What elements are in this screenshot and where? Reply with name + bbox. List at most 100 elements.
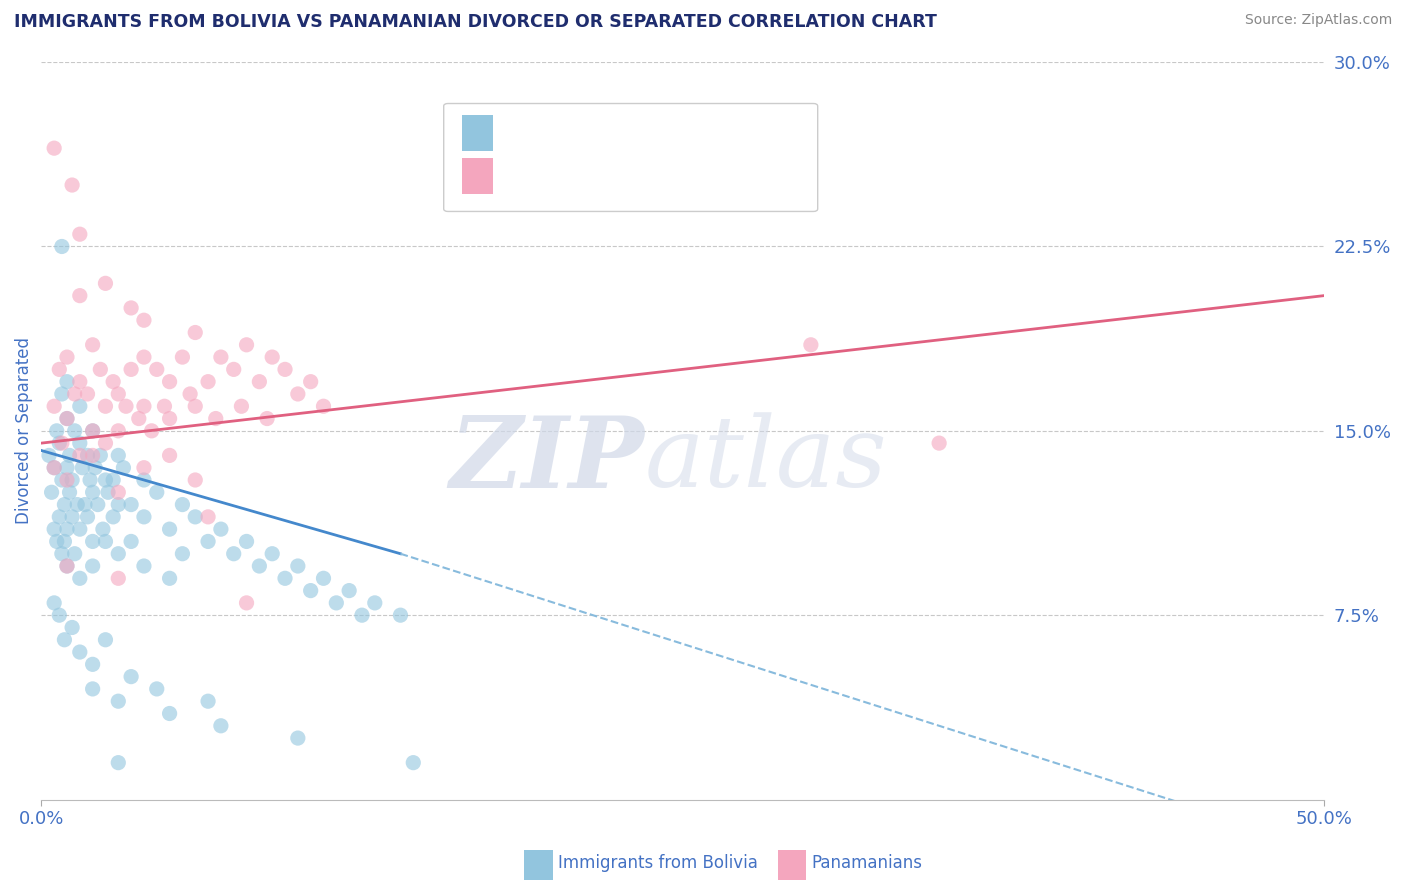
Point — [66, 498, 89, 512]
Point — [53, 498, 76, 512]
Point — [132, 559, 155, 574]
Point — [82, 485, 104, 500]
Point — [51, 239, 73, 253]
Point — [107, 424, 129, 438]
Point — [56, 473, 79, 487]
Point — [159, 706, 181, 721]
Y-axis label: Divorced or Separated: Divorced or Separated — [15, 337, 32, 524]
Point — [274, 362, 297, 376]
Point — [172, 547, 194, 561]
Point — [209, 350, 232, 364]
Point — [120, 498, 142, 512]
Point — [60, 178, 83, 192]
Point — [69, 449, 91, 463]
Point — [107, 485, 129, 500]
Point — [235, 534, 257, 549]
Point — [51, 473, 73, 487]
Point — [56, 559, 79, 574]
Point — [72, 460, 94, 475]
Point — [115, 399, 138, 413]
Point — [53, 632, 76, 647]
Point — [141, 424, 163, 438]
Point — [97, 485, 120, 500]
Point — [44, 460, 66, 475]
Point — [107, 449, 129, 463]
Point — [132, 313, 155, 327]
Point — [209, 522, 232, 536]
Point — [184, 326, 207, 340]
Point — [82, 681, 104, 696]
Point — [120, 670, 142, 684]
Point — [94, 277, 117, 291]
Point — [132, 509, 155, 524]
Point — [89, 449, 111, 463]
Point — [402, 756, 425, 770]
Point — [60, 473, 83, 487]
Point — [350, 608, 373, 623]
Point — [197, 694, 219, 708]
Point — [112, 460, 135, 475]
Point — [69, 571, 91, 585]
Point — [107, 498, 129, 512]
Point — [82, 449, 104, 463]
Point — [51, 436, 73, 450]
Point — [60, 620, 83, 634]
Point — [101, 509, 124, 524]
Point — [197, 534, 219, 549]
Point — [91, 522, 114, 536]
Point — [45, 424, 67, 438]
Point — [69, 645, 91, 659]
Point — [172, 350, 194, 364]
Point — [51, 387, 73, 401]
Point — [107, 547, 129, 561]
Point — [287, 731, 309, 745]
Point — [247, 375, 270, 389]
Point — [235, 338, 257, 352]
Point — [69, 436, 91, 450]
Point — [76, 449, 98, 463]
Point — [172, 498, 194, 512]
Point — [101, 375, 124, 389]
Point — [247, 559, 270, 574]
Point — [928, 436, 950, 450]
Text: Immigrants from Bolivia: Immigrants from Bolivia — [558, 855, 758, 872]
Point — [364, 596, 387, 610]
Point — [204, 411, 226, 425]
Point — [82, 534, 104, 549]
Point — [299, 583, 322, 598]
Point — [231, 399, 253, 413]
Point — [56, 460, 79, 475]
Point — [51, 547, 73, 561]
Point — [69, 522, 91, 536]
Point — [132, 399, 155, 413]
Point — [120, 301, 142, 315]
Point — [38, 449, 60, 463]
Point — [287, 387, 309, 401]
Point — [128, 411, 150, 425]
Point — [800, 338, 823, 352]
Point — [209, 719, 232, 733]
Point — [262, 547, 284, 561]
Text: IMMIGRANTS FROM BOLIVIA VS PANAMANIAN DIVORCED OR SEPARATED CORRELATION CHART: IMMIGRANTS FROM BOLIVIA VS PANAMANIAN DI… — [14, 13, 936, 31]
Point — [63, 547, 86, 561]
Point — [159, 449, 181, 463]
Point — [53, 534, 76, 549]
Text: Source: ZipAtlas.com: Source: ZipAtlas.com — [1244, 13, 1392, 28]
Text: R = -0.196   N = 94: R = -0.196 N = 94 — [505, 124, 681, 142]
Point — [107, 756, 129, 770]
Point — [120, 534, 142, 549]
Point — [84, 460, 107, 475]
Point — [56, 411, 79, 425]
Point — [153, 399, 176, 413]
Point — [312, 399, 335, 413]
Point — [73, 498, 96, 512]
Point — [145, 485, 167, 500]
Point — [48, 509, 70, 524]
Point — [82, 559, 104, 574]
Point — [56, 350, 79, 364]
Point — [63, 387, 86, 401]
Point — [222, 362, 245, 376]
Point — [63, 424, 86, 438]
Point — [56, 411, 79, 425]
Point — [197, 375, 219, 389]
